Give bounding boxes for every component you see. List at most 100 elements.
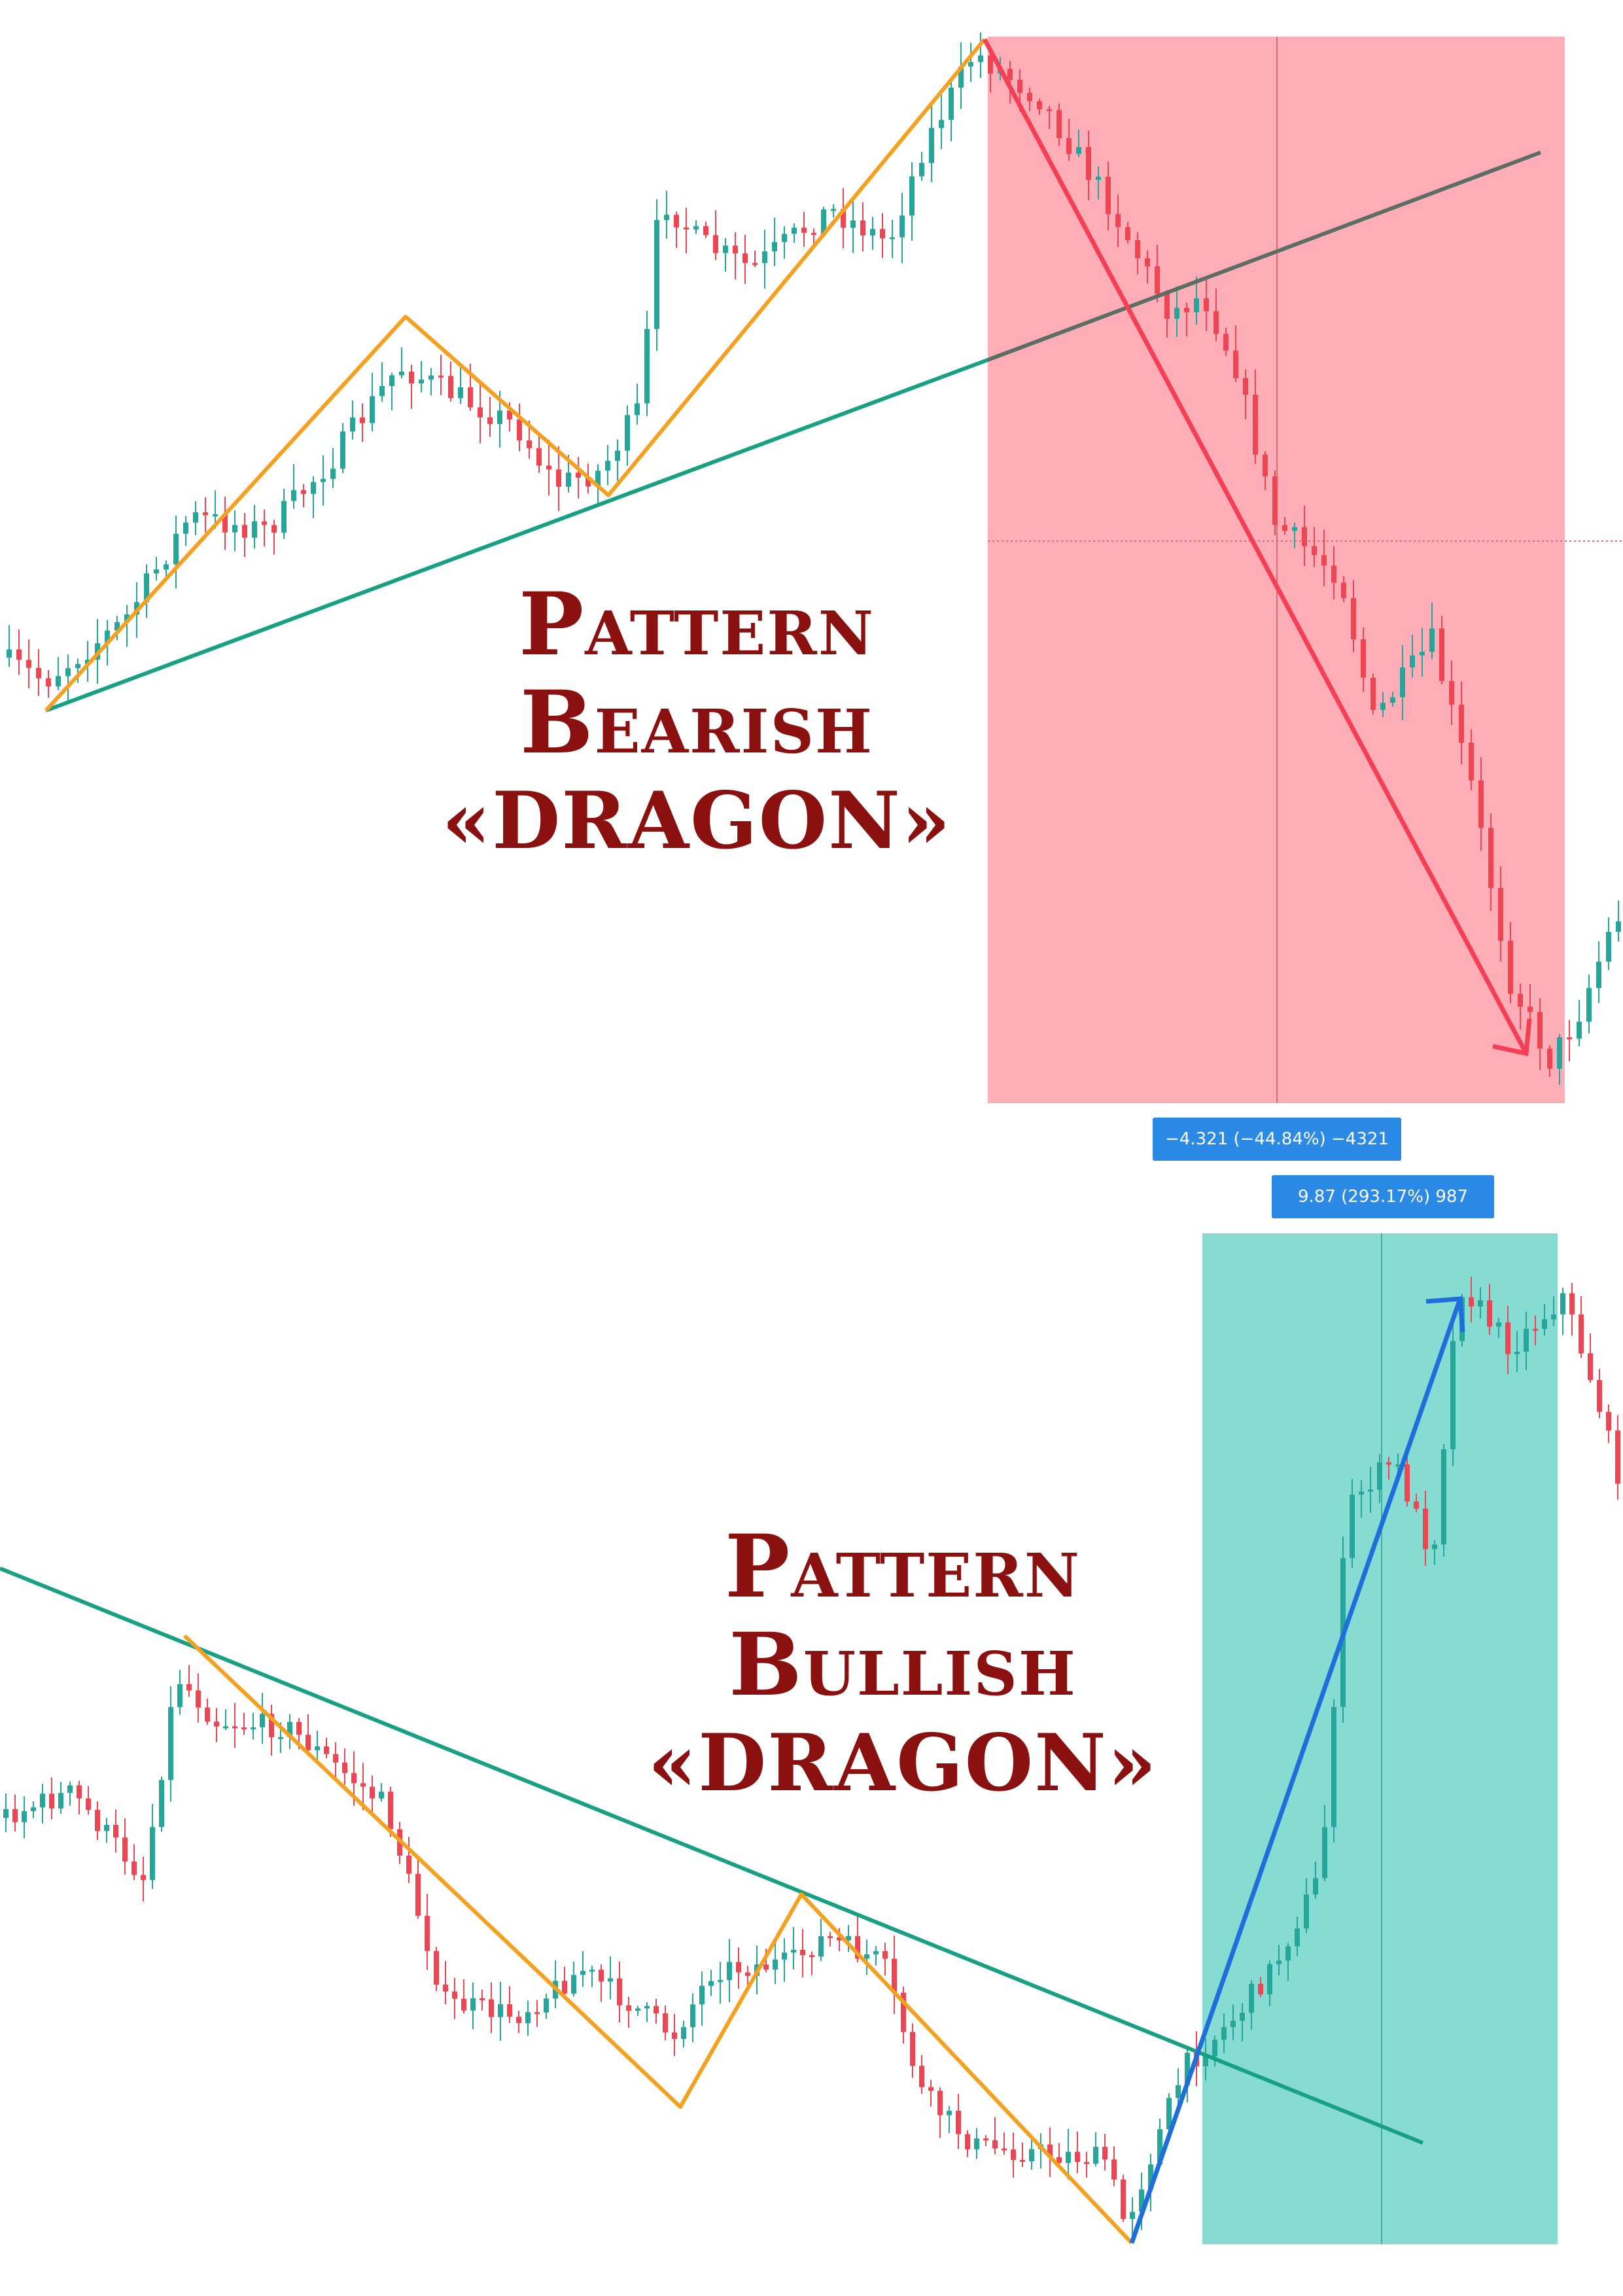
bullish-candle-body (1359, 1491, 1364, 1495)
bearish-target-arrow (982, 38, 1529, 1055)
bearish-candle-body (919, 163, 924, 177)
bearish-title-line3: «DRAGON» (442, 775, 952, 867)
bearish-candle-body (831, 209, 836, 211)
bearish-candle-body (723, 245, 728, 253)
bearish-candles (7, 32, 1621, 1085)
bullish-candle-body (654, 2005, 659, 2014)
bearish-candle-body (85, 660, 90, 664)
bullish-candle-body (1203, 2057, 1208, 2066)
bearish-candle-body (1380, 703, 1386, 710)
bearish-candle-body (664, 215, 669, 221)
bullish-candle-body (269, 1714, 274, 1737)
bearish-candle-body (654, 220, 659, 329)
bullish-candle-body (489, 1999, 494, 2017)
bearish-candle-body (1498, 888, 1503, 941)
bullish-candle-body (351, 1773, 357, 1784)
bearish-candle-body (203, 512, 208, 516)
bullish-candle-body (901, 1992, 906, 2032)
bullish-candle-body (828, 1936, 833, 1939)
bullish-candle-body (544, 1998, 549, 2013)
bearish-candle-body (1076, 147, 1081, 154)
bearish-candle-body (419, 380, 424, 384)
bullish-candle-body (177, 1684, 183, 1707)
bearish-candle-body (468, 387, 473, 408)
bearish-candle-body (958, 66, 964, 88)
bearish-candle-body (1096, 177, 1101, 180)
bullish-candle-body (599, 1969, 604, 1982)
bearish-candle-body (478, 407, 483, 417)
bearish-candle-body (1125, 227, 1130, 240)
bullish-candle-body (443, 1985, 448, 1992)
bullish-candle-body (864, 1954, 869, 1959)
bearish-candle-body (1459, 704, 1464, 743)
bullish-candle-body (260, 1714, 265, 1727)
bullish-candle-body (699, 1985, 705, 2005)
bullish-candle-body (1267, 1964, 1272, 1994)
bullish-candle-body (690, 2004, 695, 2028)
bearish-candle-body (811, 232, 816, 235)
bullish-candle-body (1084, 2162, 1089, 2164)
bearish-candle-body (311, 482, 316, 494)
bullish-candle-body (1166, 2098, 1172, 2130)
bearish-candle-body (1469, 742, 1474, 781)
bullish-candle-body (1121, 2179, 1126, 2219)
bearish-candle-body (222, 514, 228, 533)
bearish-candle-body (7, 649, 12, 658)
bearish-candle-body (193, 512, 198, 523)
bullish-candle-body (3, 1809, 9, 1818)
bullish-candle-body (708, 1981, 714, 1986)
bullish-target-arrow (1129, 1298, 1463, 2244)
bearish-candle-body (1027, 92, 1032, 101)
bullish-candle-body (296, 1722, 302, 1735)
bearish-candle-body (144, 573, 149, 603)
bearish-pattern-title: Pattern Bearish «DRAGON» (425, 576, 968, 870)
bearish-candle-body (1577, 1021, 1582, 1039)
bearish-candle-body (801, 228, 807, 233)
bullish-candle-body (131, 1861, 137, 1875)
bullish-candle-body (86, 1798, 91, 1810)
bullish-candle-body (360, 1783, 366, 1787)
bullish-measurement-badge: 9.87 (293.17%) 987 (1272, 1175, 1494, 1218)
bullish-candle-body (1295, 1928, 1300, 1947)
bearish-candle-body (1321, 555, 1327, 566)
bullish-candle-body (1478, 1300, 1483, 1307)
bearish-candle-body (772, 241, 777, 252)
bullish-candle-body (1020, 2159, 1025, 2162)
bullish-candle-body (31, 1807, 36, 1811)
bearish-candle-body (1282, 525, 1287, 531)
bullish-candle-body (1176, 2085, 1181, 2098)
bearish-candle-body (1017, 80, 1022, 93)
bullish-candle-body (855, 1935, 860, 1959)
bullish-candle-body (1514, 1351, 1520, 1354)
bearish-candle-body (350, 417, 355, 432)
bearish-candle-body (458, 387, 463, 398)
bearish-measurement-badge: −4.321 (−44.84%) −4321 (1153, 1118, 1401, 1161)
bullish-candle-body (1066, 2151, 1071, 2163)
bearish-candle-body (615, 450, 620, 461)
bearish-candle-body (389, 375, 394, 386)
bullish-candle-body (22, 1810, 27, 1822)
bearish-arrowhead (1492, 1018, 1532, 1057)
bullish-candle-body (241, 1727, 247, 1730)
bullish-pattern-title: Pattern Bullish «DRAGON» (641, 1518, 1164, 1812)
bullish-candle-body (763, 1964, 769, 1970)
bearish-candle-body (1616, 921, 1621, 932)
bearish-candle-body (1037, 101, 1042, 109)
bullish-candle-body (1533, 1328, 1538, 1331)
bearish-candle-body (713, 235, 718, 253)
bullish-candle-body (1579, 1314, 1584, 1354)
bullish-candle-body (1569, 1293, 1575, 1315)
bearish-candle-body (870, 229, 875, 236)
bearish-candle-body (1243, 378, 1248, 395)
bearish-candle-body (1361, 639, 1366, 678)
bearish-candle-body (56, 676, 61, 686)
bearish-candle-body (1135, 239, 1140, 258)
bullish-candle-body (882, 1951, 888, 1959)
bearish-candle-body (1184, 308, 1189, 313)
bullish-candle-body (480, 1998, 485, 2000)
bullish-candle-body (1597, 1380, 1602, 1412)
bullish-candle-body (452, 1991, 457, 1999)
bullish-candle-body (1487, 1300, 1492, 1327)
bearish-candle-body (527, 440, 532, 448)
bullish-candle-body (1505, 1322, 1510, 1354)
